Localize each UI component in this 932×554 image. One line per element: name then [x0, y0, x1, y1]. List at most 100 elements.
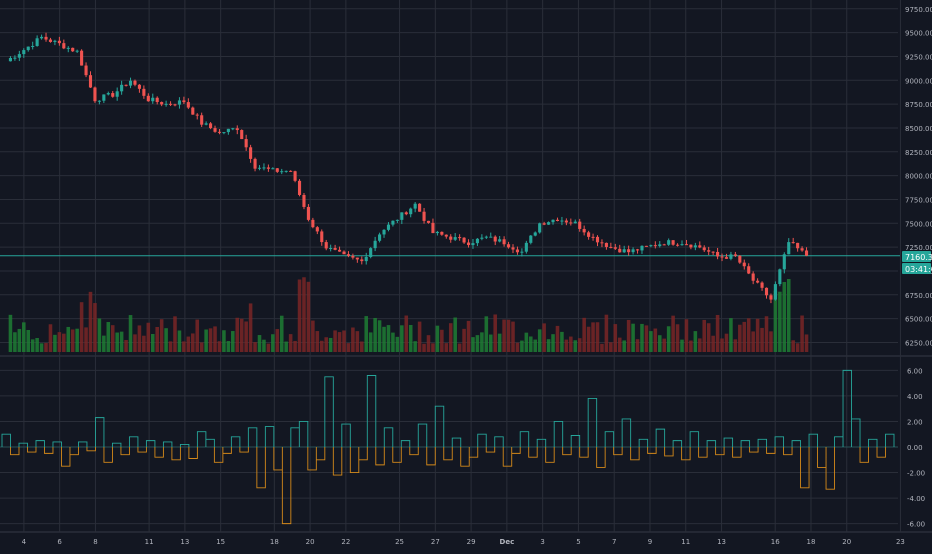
time-tick-label: 8 [93, 538, 97, 546]
candle-body [306, 206, 310, 220]
volume-bar [364, 316, 369, 352]
volume-bar [288, 334, 293, 352]
candle-body [489, 236, 493, 238]
candle-body [262, 167, 266, 169]
volume-bar [511, 321, 515, 352]
oscillator-tick-label: -2.00 [907, 470, 925, 478]
volume-bar [480, 332, 484, 352]
candle-body [604, 242, 608, 247]
candle-body [22, 50, 26, 55]
candle-body [289, 170, 293, 172]
volume-bar [537, 329, 542, 352]
time-tick-label: 9 [648, 538, 652, 546]
candle-body [235, 128, 239, 131]
candle-body [128, 80, 133, 86]
time-tick-label: 23 [896, 538, 905, 546]
volume-bar [506, 319, 511, 352]
volume-bar [569, 336, 573, 352]
volume-bar [262, 339, 266, 352]
volume-bar [560, 331, 564, 352]
volume-bar [315, 331, 320, 352]
candle-body [649, 245, 653, 247]
candle-body [742, 262, 746, 267]
volume-bar [44, 342, 48, 352]
candlestick-series [8, 32, 809, 304]
candle-body [511, 247, 515, 250]
volume-bar [466, 320, 471, 352]
candle-body [689, 244, 693, 248]
volume-bar [373, 317, 377, 352]
candle-body [493, 236, 497, 242]
volume-bar [791, 340, 795, 352]
candle-body [115, 91, 119, 97]
candle-body [164, 103, 168, 105]
candle-body [418, 203, 422, 212]
volume-bar [515, 342, 520, 352]
volume-bar [244, 321, 248, 352]
volume-bar [457, 343, 462, 352]
candle-body [168, 103, 173, 105]
candle-body [351, 255, 355, 258]
volume-bar [577, 338, 582, 352]
volume-bar [533, 339, 538, 352]
volume-bar [191, 333, 195, 352]
candle-body [364, 256, 368, 262]
volume-bar [110, 325, 115, 352]
candle-body [609, 246, 613, 248]
volume-bar [657, 335, 662, 352]
candle-body [204, 123, 208, 125]
candle-body [591, 236, 595, 238]
candle-body [507, 244, 511, 248]
time-tick-label: 5 [576, 538, 580, 546]
volume-bar [426, 335, 431, 352]
candle-body [75, 50, 79, 52]
candle-body [547, 222, 551, 225]
volume-bar [693, 331, 698, 352]
candle-body [177, 100, 182, 105]
volume-bar [231, 331, 235, 352]
candle-body [582, 228, 586, 233]
time-tick-label: 4 [22, 538, 27, 546]
candle-body [386, 224, 391, 230]
volume-bar [715, 314, 720, 352]
volume-bar [586, 326, 591, 352]
volume-bar [142, 335, 146, 352]
candle-body [413, 203, 417, 209]
volume-bar [235, 317, 240, 352]
candle-body [458, 237, 462, 239]
time-tick-label: 27 [431, 538, 440, 546]
candle-body [355, 257, 359, 260]
oscillator-positive-bars [1, 369, 895, 447]
candle-body [462, 237, 466, 243]
volume-bar [284, 341, 288, 352]
time-tick-label: 29 [467, 538, 476, 546]
volume-bar [591, 322, 595, 352]
candle-body [716, 251, 720, 257]
volume-bar [377, 320, 382, 352]
volume-bar [35, 337, 39, 352]
candle-body [382, 229, 386, 235]
volume-bar [124, 339, 128, 352]
oscillator-series [0, 369, 898, 525]
candle-body [191, 107, 195, 115]
candle-body [426, 220, 431, 223]
volume-bar [493, 314, 497, 352]
candle-body [257, 167, 262, 169]
candle-body [578, 221, 582, 229]
candle-body [551, 219, 555, 223]
volume-bar [471, 337, 475, 352]
candle-body [724, 257, 729, 259]
candle-body [342, 251, 346, 255]
volume-bar [93, 303, 97, 352]
volume-bar [546, 339, 551, 352]
candle-body [555, 219, 560, 222]
candle-body [631, 249, 635, 253]
volume-bar [186, 336, 191, 352]
candle-body [804, 250, 809, 256]
candle-body [160, 102, 164, 105]
candle-body [333, 247, 337, 250]
volume-bar [440, 329, 444, 352]
